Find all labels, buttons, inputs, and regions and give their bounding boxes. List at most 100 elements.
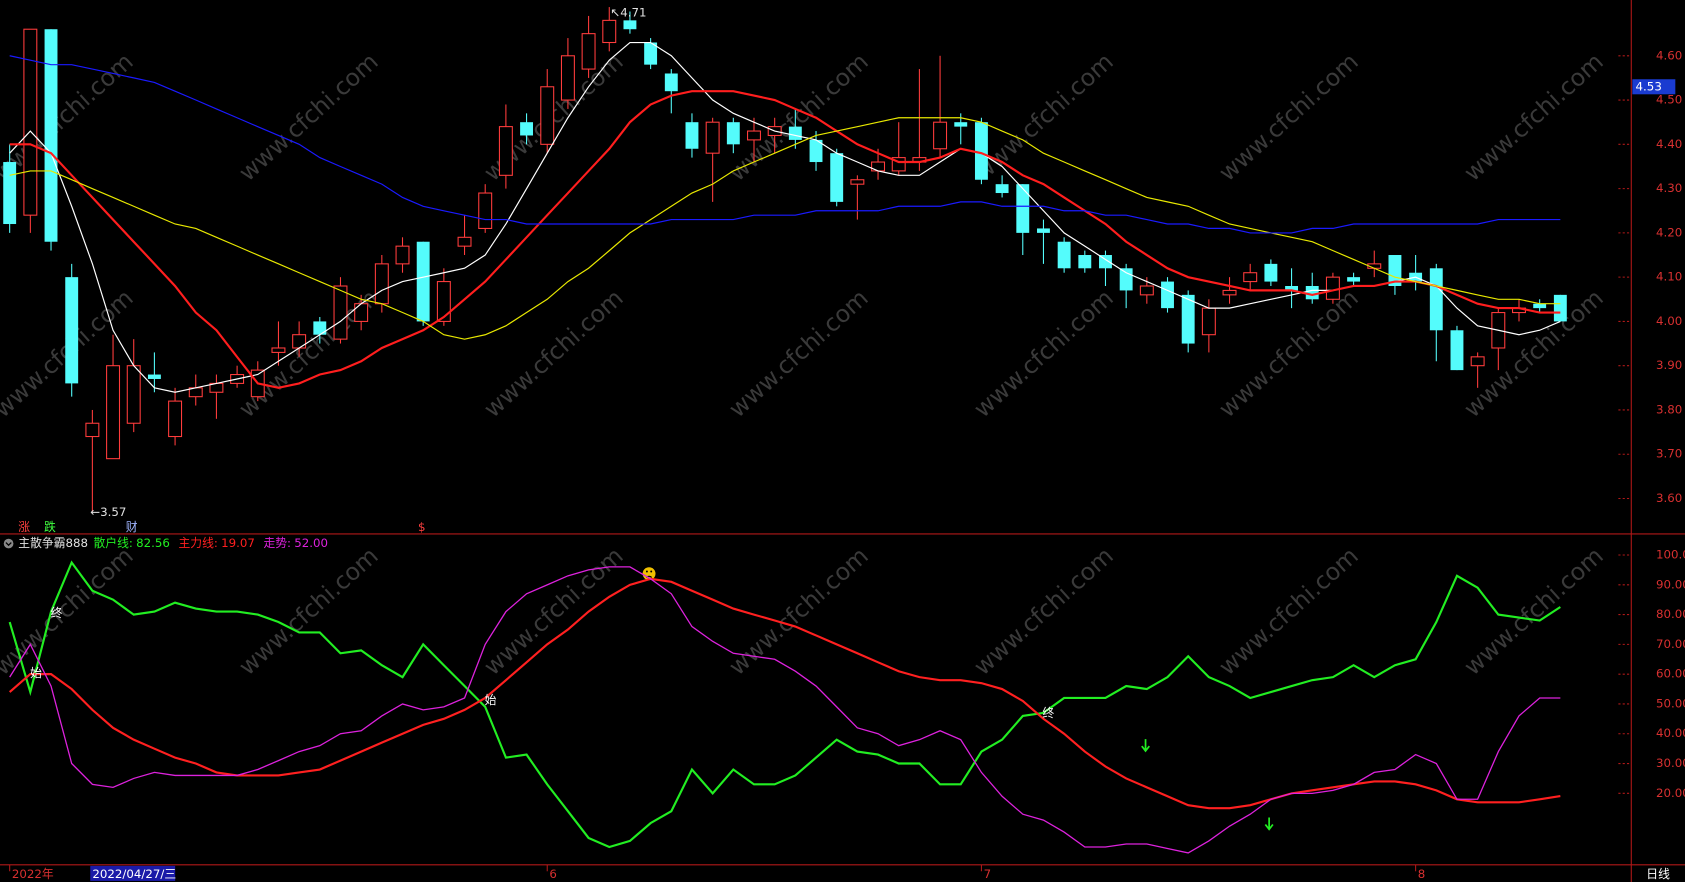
face: [642, 567, 656, 581]
signal-marker: 涨: [18, 520, 30, 534]
candle-body: [747, 130, 761, 141]
candle-body: [126, 365, 141, 424]
candle-body: [1119, 268, 1133, 291]
y-tick-label: 30.00: [1656, 756, 1685, 770]
y-tick-label: 4.20: [1656, 225, 1682, 239]
y-tick-label: 3.70: [1656, 447, 1682, 461]
x-tick-label: 2022年: [12, 867, 54, 881]
candle-body: [85, 422, 100, 438]
legend-value: 19.07: [221, 536, 255, 550]
candle-body: [788, 126, 802, 140]
y-tick-label: 20.00: [1656, 786, 1685, 800]
candle-body: [1450, 330, 1464, 371]
signal-marker: 终: [51, 606, 63, 620]
candle-body: [498, 126, 513, 176]
indicator-menu-icon[interactable]: [3, 538, 14, 549]
y-tick-label: 3.80: [1656, 402, 1682, 416]
candle-body: [478, 192, 493, 229]
candle-body: [685, 122, 699, 149]
down-arrow: [1141, 739, 1150, 753]
x-tick-label: 6: [549, 867, 557, 881]
y-tick-label: 4.60: [1656, 48, 1682, 62]
candle-body: [1285, 286, 1299, 291]
y-tick-label: 4.10: [1656, 270, 1682, 284]
indicator-line: [8, 577, 1561, 810]
current-price-label: 4.53: [1636, 79, 1662, 93]
candle-body: [457, 236, 472, 247]
moving-average-line: [9, 90, 1561, 389]
y-tick-label: 4.00: [1656, 314, 1682, 328]
signal-marker: 始: [30, 666, 42, 680]
face-eye: [645, 570, 648, 573]
candle-body: [1429, 268, 1443, 331]
candle-body: [65, 277, 79, 384]
candle-body: [106, 365, 121, 460]
candle-body: [395, 245, 410, 265]
y-tick-label: 70.00: [1656, 637, 1685, 651]
candle-body: [664, 73, 678, 92]
price-annotation: ←3.57: [90, 505, 126, 519]
candle-body: [850, 179, 865, 185]
indicator-title: 主散争霸888: [18, 536, 88, 550]
candle-body: [436, 281, 451, 322]
y-tick-label: 100.0: [1656, 548, 1685, 562]
y-tick-label: 3.90: [1656, 358, 1682, 372]
period-label[interactable]: 日线: [1646, 867, 1670, 881]
candle-body: [1057, 241, 1071, 269]
x-tick-label: 8: [1418, 867, 1426, 881]
cursor-date-box: [90, 865, 176, 881]
candle-body: [1264, 263, 1278, 282]
candle-body: [1099, 255, 1112, 269]
candle-body: [271, 347, 286, 353]
indicator-line: [8, 560, 1561, 849]
signal-marker: $: [418, 520, 426, 534]
candle-body: [1222, 289, 1237, 296]
candle-body: [1037, 228, 1050, 233]
legend-value: 52.00: [294, 536, 328, 550]
candle-body: [830, 153, 844, 202]
candle-body: [23, 28, 38, 216]
y-tick-label: 50.00: [1656, 696, 1685, 710]
candle-body: [44, 29, 58, 242]
y-tick-label: 4.40: [1656, 137, 1682, 151]
candle-body: [581, 33, 596, 70]
candle-body: [313, 321, 327, 335]
candle-body: [995, 184, 1009, 194]
signal-marker: 始: [485, 693, 497, 707]
candle-body: [974, 122, 988, 180]
candle-body: [333, 285, 348, 340]
candle-body: [1243, 272, 1258, 283]
y-tick-label: 60.00: [1656, 667, 1685, 681]
candle-body: [147, 374, 161, 379]
candle-body: [520, 122, 534, 136]
y-tick-label: 40.00: [1656, 726, 1685, 740]
current-price-box: [1632, 79, 1676, 95]
x-tick-label: 7: [984, 867, 992, 881]
face-eye: [650, 570, 653, 573]
candle-body: [933, 121, 948, 150]
candle-body: [1533, 303, 1547, 309]
indicator-menu-chevron: [5, 542, 12, 547]
candle-body: [1201, 307, 1216, 336]
candle-body: [292, 334, 307, 349]
candle-body: [1181, 294, 1195, 344]
candle-body: [1139, 285, 1154, 296]
down-arrow: [1264, 817, 1274, 831]
moving-average-line: [9, 55, 1561, 234]
price-annotation: ↖4.71: [610, 5, 646, 19]
signal-marker: 终: [1042, 706, 1054, 720]
candle-body: [705, 121, 720, 154]
candle-body: [1161, 281, 1174, 309]
candle-body: [1553, 294, 1567, 322]
y-tick-label: 80.00: [1656, 607, 1685, 621]
candle-body: [809, 139, 823, 163]
y-tick-label: 3.60: [1656, 491, 1682, 505]
candle-body: [1347, 277, 1361, 282]
legend-name: 主力线:: [178, 536, 217, 550]
legend-name: 散户线:: [93, 536, 132, 550]
candle-body: [354, 303, 369, 322]
candle-body: [374, 263, 389, 305]
candle-body: [1016, 184, 1030, 233]
